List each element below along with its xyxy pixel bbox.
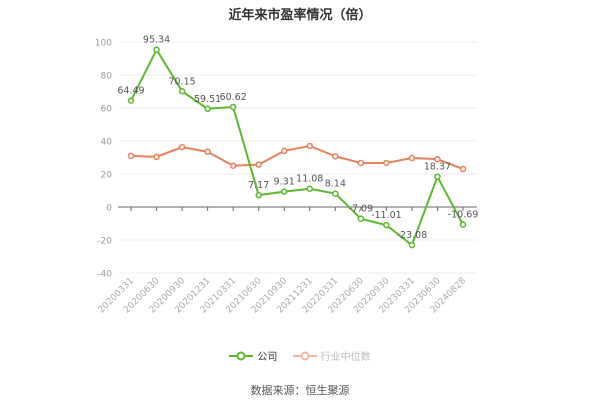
data-point[interactable] — [127, 152, 135, 160]
chart-title: 近年来市盈率情况（倍） — [228, 8, 372, 23]
data-point[interactable] — [434, 173, 441, 180]
data-point[interactable] — [280, 188, 288, 195]
grid-lines — [118, 41, 477, 274]
line-marker-icon — [292, 351, 317, 360]
data-label: -23.08 — [397, 230, 428, 241]
data-point[interactable] — [178, 143, 186, 151]
data-point[interactable] — [280, 147, 288, 155]
data-label: 18.37 — [424, 162, 451, 173]
data-label: 64.49 — [117, 86, 144, 97]
y-axis: -40 -20 0 20 40 60 80 100 — [95, 39, 112, 280]
data-label: -11.01 — [371, 210, 402, 221]
y-tick-label: 40 — [101, 138, 113, 148]
data-point[interactable] — [459, 165, 467, 173]
legend-label-company: 公司 — [257, 352, 278, 363]
data-point[interactable] — [408, 154, 416, 162]
y-tick-label: 100 — [95, 39, 112, 49]
data-point[interactable] — [332, 190, 339, 197]
data-label: 9.31 — [274, 177, 295, 188]
legend-item-company[interactable]: 公司 — [229, 348, 277, 363]
y-tick-label: 80 — [101, 72, 113, 82]
y-tick-label: 20 — [101, 171, 113, 181]
data-label: 11.08 — [296, 174, 323, 185]
data-point[interactable] — [229, 162, 237, 169]
data-point[interactable] — [434, 155, 441, 163]
data-source: 数据来源：恒生聚源 — [250, 384, 350, 397]
data-point[interactable] — [229, 103, 237, 111]
data-point[interactable] — [408, 241, 416, 249]
series-industry-median[interactable] — [127, 142, 467, 173]
line-marker-icon — [229, 351, 254, 360]
data-point[interactable] — [357, 215, 365, 222]
data-label: -7.09 — [349, 204, 374, 215]
data-point[interactable] — [153, 153, 160, 161]
legend: 公司 行业中位数 — [0, 348, 600, 364]
y-tick-label: 0 — [106, 204, 112, 214]
data-label: -10.69 — [448, 210, 479, 221]
data-point[interactable] — [459, 221, 467, 228]
series-company[interactable] — [127, 46, 467, 249]
data-point[interactable] — [383, 221, 390, 229]
data-point[interactable] — [255, 191, 262, 199]
data-point[interactable] — [178, 88, 186, 95]
legend-label-industry: 行业中位数 — [320, 352, 371, 363]
data-label: 7.17 — [248, 180, 269, 191]
data-point[interactable] — [204, 148, 211, 155]
data-point[interactable] — [383, 159, 390, 167]
data-label: 60.62 — [220, 92, 247, 103]
data-point[interactable] — [127, 97, 135, 104]
data-point[interactable] — [306, 142, 314, 150]
data-point[interactable] — [357, 159, 365, 167]
y-tick-label: 60 — [101, 105, 113, 115]
data-point[interactable] — [204, 105, 211, 113]
legend-item-industry[interactable]: 行业中位数 — [292, 348, 371, 363]
y-tick-label: -40 — [97, 270, 112, 280]
data-point[interactable] — [332, 153, 339, 160]
y-tick-label: -20 — [97, 237, 112, 247]
data-label: 59.51 — [194, 94, 221, 105]
data-point[interactable] — [255, 161, 262, 168]
data-point[interactable] — [153, 46, 160, 53]
data-point[interactable] — [306, 185, 314, 192]
data-label: 70.15 — [168, 76, 195, 87]
data-label: 8.14 — [325, 179, 346, 190]
data-label: 95.34 — [143, 35, 170, 46]
